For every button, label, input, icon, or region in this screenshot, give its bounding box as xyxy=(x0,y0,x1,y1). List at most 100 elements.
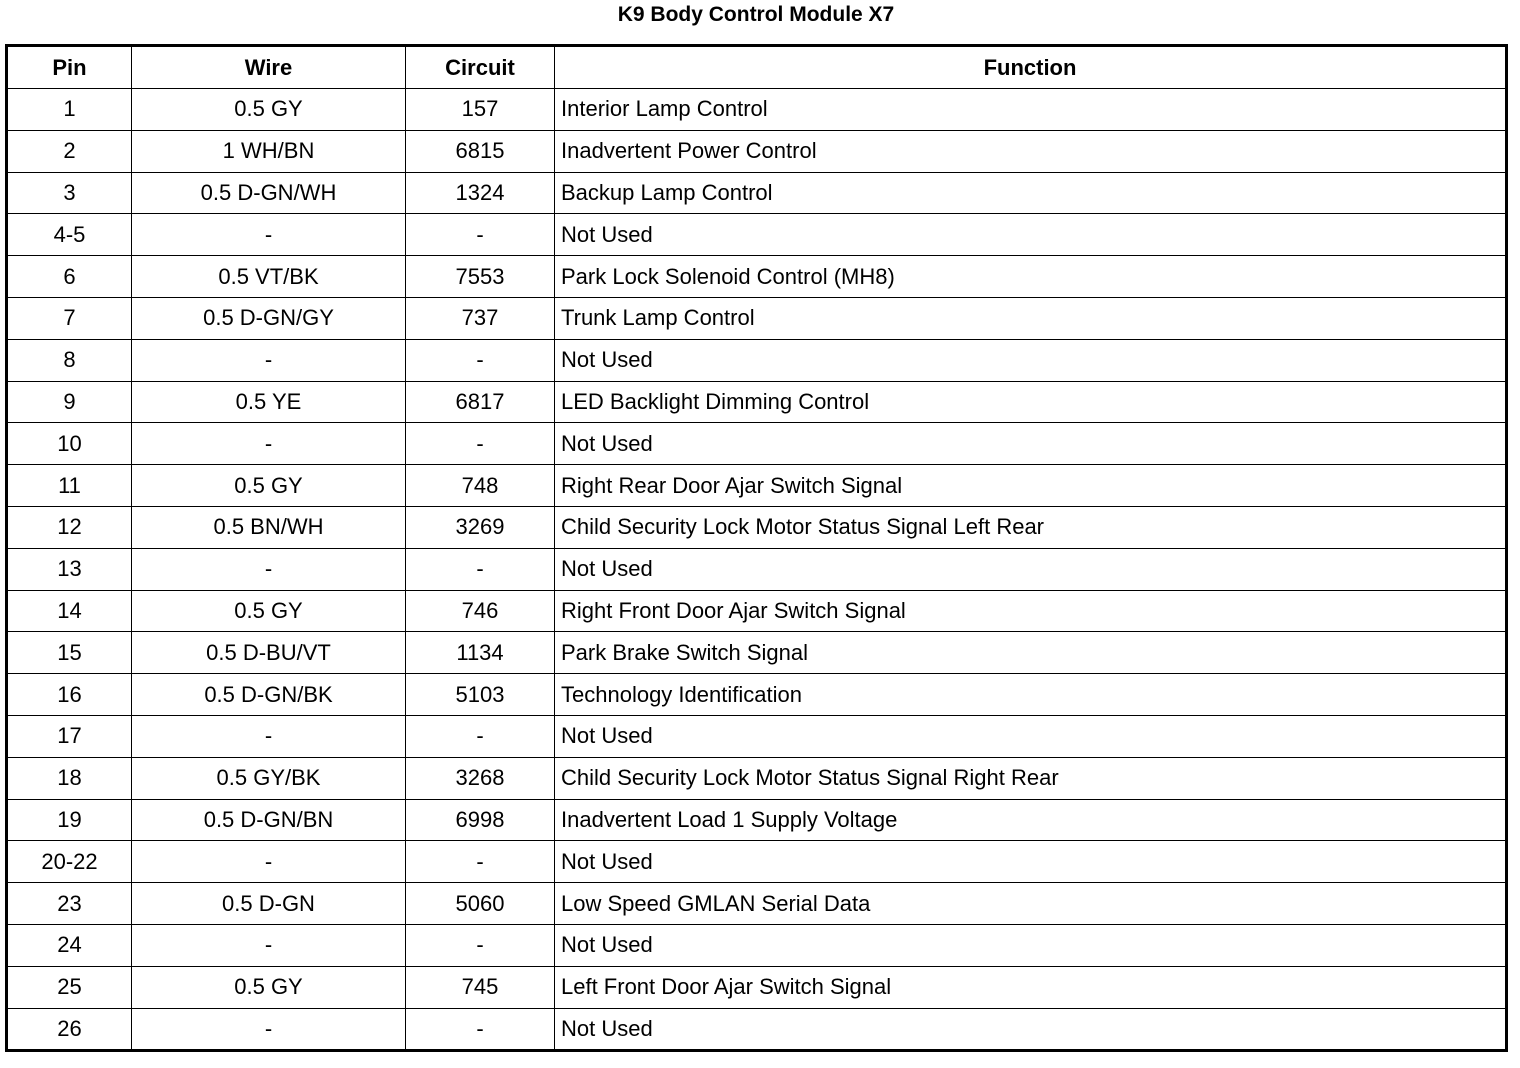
pin-cell: 12 xyxy=(6,505,132,549)
circuit-cell: 6815 xyxy=(405,129,555,173)
function-cell: Low Speed GMLAN Serial Data xyxy=(554,882,1507,925)
header-wire: Wire xyxy=(131,45,406,89)
table-row: 6 0.5 VT/BK 7553 Park Lock Solenoid Control… xyxy=(6,255,1507,298)
wire-cell: 0.5 GY xyxy=(131,464,406,507)
circuit-cell: - xyxy=(405,213,555,257)
pin-cell: 4-5 xyxy=(6,213,132,257)
function-cell: Right Front Door Ajar Switch Signal xyxy=(554,589,1507,633)
circuit-cell: - xyxy=(405,1007,555,1052)
function-cell: Not Used xyxy=(554,422,1507,466)
wire-cell: - xyxy=(131,1007,406,1052)
table-title: K9 Body Control Module X7 xyxy=(617,3,895,26)
function-cell: Not Used xyxy=(554,547,1507,591)
pin-cell: 15 xyxy=(6,631,132,675)
table-row: 11 0.5 GY 748 Right Rear Door Ajar Switch S… xyxy=(6,464,1507,507)
pin-cell: 11 xyxy=(6,464,132,507)
wire-cell: 0.5 GY/BK xyxy=(131,756,406,800)
circuit-cell: - xyxy=(405,338,555,382)
pin-cell: 17 xyxy=(6,714,132,758)
wire-cell: 0.5 D-BU/VT xyxy=(131,631,406,675)
circuit-cell: - xyxy=(405,547,555,591)
wire-cell: 0.5 YE xyxy=(131,380,406,424)
table-row: 16 0.5 D-GN/BK 5103 Technology Identificati… xyxy=(6,673,1507,716)
circuit-cell: 6817 xyxy=(405,380,555,424)
pin-cell: 25 xyxy=(6,965,132,1009)
table-row: 19 0.5 D-GN/BN 6998 Inadvertent Load 1 Supp… xyxy=(6,798,1507,842)
table-row: 15 0.5 D-BU/VT 1134 Park Brake Switch Signa… xyxy=(6,631,1507,675)
table-row: 8- - Not Used xyxy=(6,338,1507,382)
header-function: Function xyxy=(554,45,1507,89)
pin-cell: 9 xyxy=(6,380,132,424)
wire-cell: 0.5 GY xyxy=(131,88,406,131)
wire-cell: 0.5 D-GN xyxy=(131,882,406,925)
circuit-cell: 157 xyxy=(405,88,555,131)
wire-cell: - xyxy=(131,840,406,884)
table-row: 20-22- - Not Used xyxy=(6,840,1507,884)
wire-cell: 0.5 GY xyxy=(131,965,406,1009)
pin-cell: 13 xyxy=(6,547,132,591)
function-cell: Inadvertent Load 1 Supply Voltage xyxy=(554,798,1507,842)
circuit-cell: 6998 xyxy=(405,798,555,842)
table-row: 7 0.5 D-GN/GY 737 Trunk Lamp Control xyxy=(6,296,1507,340)
function-cell: Child Security Lock Motor Status Signal … xyxy=(554,756,1507,800)
function-cell: LED Backlight Dimming Control xyxy=(554,380,1507,424)
function-cell: Not Used xyxy=(554,714,1507,758)
wire-cell: 0.5 D-GN/BN xyxy=(131,798,406,842)
pin-cell: 18 xyxy=(6,756,132,800)
circuit-cell: - xyxy=(405,923,555,967)
circuit-cell: 3269 xyxy=(405,505,555,549)
function-cell: Park Lock Solenoid Control (MH8) xyxy=(554,255,1507,298)
function-cell: Not Used xyxy=(554,923,1507,967)
circuit-cell: - xyxy=(405,422,555,466)
circuit-cell: 7553 xyxy=(405,255,555,298)
wire-cell: 0.5 D-GN/WH xyxy=(131,171,406,215)
pin-cell: 3 xyxy=(6,171,132,215)
circuit-cell: - xyxy=(405,714,555,758)
table-row: 17- - Not Used xyxy=(6,714,1507,758)
circuit-cell: 3268 xyxy=(405,756,555,800)
pin-cell: 2 xyxy=(6,129,132,173)
wire-cell: 0.5 D-GN/BK xyxy=(131,673,406,716)
function-cell: Child Security Lock Motor Status Signal … xyxy=(554,505,1507,549)
wire-cell: 0.5 D-GN/GY xyxy=(131,296,406,340)
function-cell: Park Brake Switch Signal xyxy=(554,631,1507,675)
pin-cell: 24 xyxy=(6,923,132,967)
table-row: 25 0.5 GY 745 Left Front Door Ajar Switch S… xyxy=(6,965,1507,1009)
pin-cell: 16 xyxy=(6,673,132,716)
table-row: 4-5- - Not Used xyxy=(6,213,1507,257)
function-cell: Inadvertent Power Control xyxy=(554,129,1507,173)
circuit-cell: - xyxy=(405,840,555,884)
wire-cell: - xyxy=(131,714,406,758)
table-row: 10- - Not Used xyxy=(6,422,1507,466)
header-pin: Pin xyxy=(6,45,132,89)
function-cell: Trunk Lamp Control xyxy=(554,296,1507,340)
pinout-table: Pin Wire Circuit Function 1 0.5 GY 157 Inte… xyxy=(5,44,1508,1053)
header-circuit: Circuit xyxy=(405,45,555,89)
pin-cell: 7 xyxy=(6,296,132,340)
table-row: 26- - Not Used xyxy=(6,1007,1507,1052)
circuit-cell: 746 xyxy=(405,589,555,633)
circuit-cell: 1134 xyxy=(405,631,555,675)
table-row: 1 0.5 GY 157 Interior Lamp Control xyxy=(6,88,1507,131)
function-cell: Technology Identification xyxy=(554,673,1507,716)
circuit-cell: 748 xyxy=(405,464,555,507)
circuit-cell: 5060 xyxy=(405,882,555,925)
wire-cell: - xyxy=(131,547,406,591)
function-cell: Not Used xyxy=(554,840,1507,884)
function-cell: Right Rear Door Ajar Switch Signal xyxy=(554,464,1507,507)
table-row: 23 0.5 D-GN 5060 Low Speed GMLAN Serial Dat… xyxy=(6,882,1507,925)
pin-cell: 8 xyxy=(6,338,132,382)
pin-cell: 6 xyxy=(6,255,132,298)
table-row: 14 0.5 GY 746 Right Front Door Ajar Switch … xyxy=(6,589,1507,633)
header-row: Pin Wire Circuit Function xyxy=(6,45,1507,89)
wire-cell: - xyxy=(131,422,406,466)
pin-cell: 19 xyxy=(6,798,132,842)
pin-cell: 1 xyxy=(6,88,132,131)
wire-cell: - xyxy=(131,923,406,967)
function-cell: Not Used xyxy=(554,213,1507,257)
pin-cell: 14 xyxy=(6,589,132,633)
function-cell: Left Front Door Ajar Switch Signal xyxy=(554,965,1507,1009)
table-row: 3 0.5 D-GN/WH 1324 Backup Lamp Control xyxy=(6,171,1507,215)
table-row: 13- - Not Used xyxy=(6,547,1507,591)
